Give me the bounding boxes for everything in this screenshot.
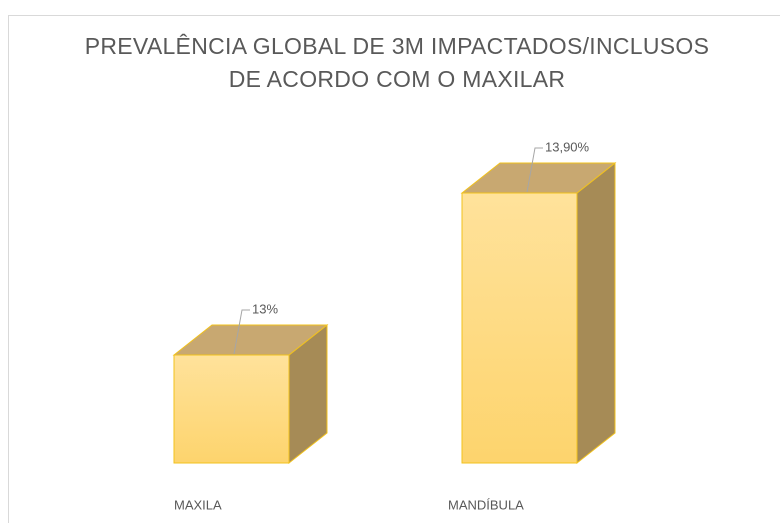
data-label: 13% [252, 301, 278, 316]
bar [461, 192, 578, 464]
x-tick-label: MANDÍBULA [448, 497, 524, 512]
chart-border [8, 15, 780, 523]
bar-side [576, 161, 616, 465]
chart-title: PREVALÊNCIA GLOBAL DE 3M IMPACTADOS/INCL… [85, 33, 710, 59]
label-leader [233, 309, 250, 355]
x-tick-label: MAXILA [174, 497, 222, 512]
label-leader [526, 147, 543, 193]
chart-title: DE ACORDO COM O MAXILAR [229, 66, 566, 92]
data-label: 13,90% [545, 139, 590, 154]
bar [173, 354, 290, 464]
